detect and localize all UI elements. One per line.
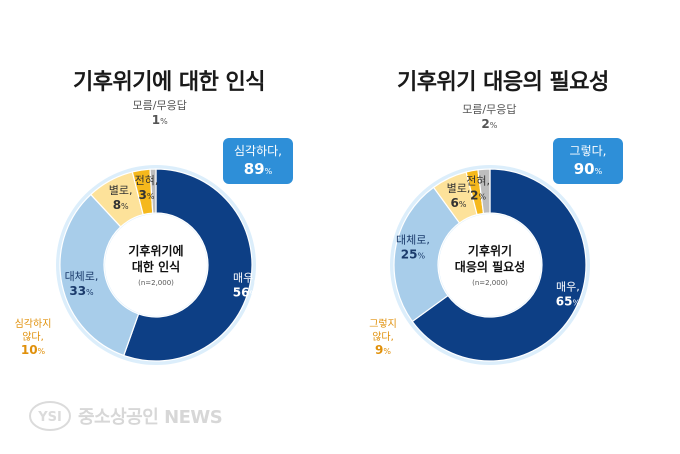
slice-value: 6% <box>451 196 467 210</box>
watermark-logo-icon: YSI <box>29 401 71 431</box>
slice-value: 2% <box>481 117 497 131</box>
svg-text:YSI: YSI <box>37 410 62 425</box>
slice-value: 65% <box>556 295 581 309</box>
callout-label: 그렇다, <box>569 144 607 158</box>
donut-slice <box>149 168 157 214</box>
slice-label: 별로, <box>447 182 471 195</box>
slice-value: 56% <box>233 286 258 300</box>
slice-value: 1% <box>152 113 168 127</box>
donut-slice <box>477 168 491 215</box>
slice-value: 8% <box>113 198 129 212</box>
center-note: (n=2,000) <box>138 279 174 287</box>
slice-label: 전혀, <box>466 174 490 187</box>
slice-value: 3% <box>139 188 155 202</box>
slice-label: 모름/무응답 <box>462 103 516 116</box>
group-label-line: 않다, <box>372 331 394 343</box>
center-note: (n=2,000) <box>472 279 508 287</box>
slice-label: 매우, <box>233 272 257 285</box>
group-label-line: 않다, <box>22 331 44 343</box>
slice-value: 25% <box>401 247 426 261</box>
donut-slice <box>59 193 140 357</box>
slice-value: 33% <box>69 284 94 298</box>
callout-value: 90% <box>573 160 603 178</box>
donut-slice <box>393 186 461 323</box>
group-label-value: 9% <box>375 343 391 357</box>
slice-value: 2% <box>470 188 486 202</box>
callout-label: 심각하다, <box>234 144 282 158</box>
group-label-line: 심각하지 <box>15 317 52 330</box>
donut-slice <box>411 168 587 362</box>
callout-badge-right: 그렇다, 90% <box>553 138 623 184</box>
donut-slice <box>123 168 253 362</box>
slice-label: 전혀, <box>135 174 159 187</box>
watermark: YSI 중소상공인 NEWS <box>28 398 223 434</box>
slice-label: 모름/무응답 <box>133 99 187 112</box>
group-label-value: 10% <box>21 343 46 357</box>
donut-center <box>105 214 207 316</box>
center-title-line: 대응의 필요성 <box>455 259 525 274</box>
center-title-line: 기후위기에 <box>128 243 183 258</box>
callout-value: 89% <box>243 160 273 178</box>
callout-badge-left: 심각하다, 89% <box>223 138 293 184</box>
donut-center <box>439 214 541 316</box>
slice-label: 대체로, <box>396 233 430 246</box>
slice-label: 매우, <box>556 281 580 294</box>
watermark-text: 중소상공인 NEWS <box>78 407 223 428</box>
chart-title-left: 기후위기에 대한 인식 <box>73 70 265 95</box>
group-label-line: 그렇지 <box>369 317 397 330</box>
slice-label: 별로, <box>109 184 133 197</box>
center-title-line: 기후위기 <box>468 243 512 258</box>
chart-title-right: 기후위기 대응의 필요성 <box>397 70 609 95</box>
slice-label: 대체로, <box>65 270 99 283</box>
center-title-line: 대한 인식 <box>132 259 180 274</box>
